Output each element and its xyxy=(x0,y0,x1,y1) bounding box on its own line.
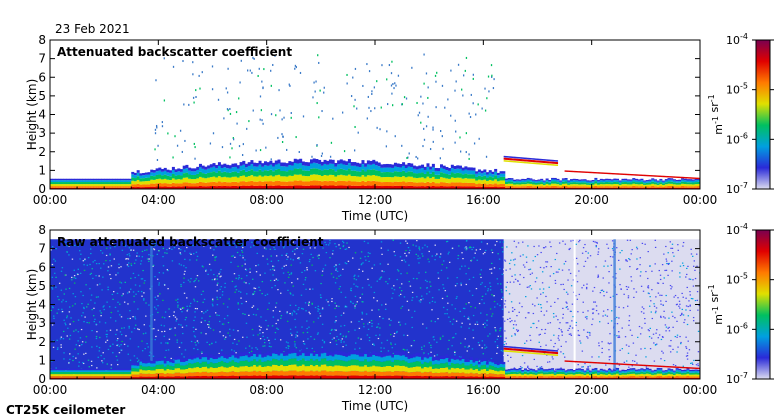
colorbar-tick-label: 10-5 xyxy=(726,272,748,287)
x-tick-label: 20:00 xyxy=(574,193,609,207)
panel-1: 00:00 04:00 08:00 12:00 16:00 20:00 00:0001234… xyxy=(25,32,774,223)
colorbar-unit-label: m-1 sr-1 xyxy=(707,284,725,324)
x-tick-label: 04:00 xyxy=(141,383,176,397)
y-tick-label: 8 xyxy=(38,33,46,47)
x-tick-label: 00:00 xyxy=(683,193,718,207)
x-axis-label: Time (UTC) xyxy=(341,399,408,413)
x-tick-label: 08:00 xyxy=(249,383,284,397)
panel-title: Attenuated backscatter coefficient xyxy=(57,45,292,59)
colorbar-tick-label: 10-5 xyxy=(726,82,748,97)
panel-2: 00:00 04:00 08:00 12:00 16:00 20:00 00:0001234… xyxy=(25,222,774,413)
y-axis-label: Height (km) xyxy=(25,79,39,150)
y-tick-label: 6 xyxy=(38,260,46,274)
date-label: 23 Feb 2021 xyxy=(55,22,130,36)
y-tick-label: 0 xyxy=(38,372,46,386)
x-axis-label: Time (UTC) xyxy=(341,209,408,223)
y-tick-label: 3 xyxy=(38,316,46,330)
colorbar-tick-label: 10-4 xyxy=(726,222,748,237)
x-tick-label: 12:00 xyxy=(358,193,393,207)
colorbar: 10-7 10-6 10-5 10-4 m-1 sr-1 xyxy=(707,222,774,386)
y-tick-label: 5 xyxy=(38,89,46,103)
x-tick-label: 04:00 xyxy=(141,193,176,207)
y-tick-label: 6 xyxy=(38,70,46,84)
y-tick-label: 1 xyxy=(38,163,46,177)
x-tick-label: 20:00 xyxy=(574,383,609,397)
y-tick-label: 2 xyxy=(38,335,46,349)
colorbar-tick-label: 10-6 xyxy=(726,321,748,336)
y-tick-label: 4 xyxy=(38,108,46,122)
colorbar-tick-label: 10-6 xyxy=(726,131,748,146)
x-tick-label: 16:00 xyxy=(466,193,501,207)
y-tick-label: 8 xyxy=(38,223,46,237)
y-tick-label: 7 xyxy=(38,52,46,66)
y-axis-label: Height (km) xyxy=(25,269,39,340)
y-tick-label: 1 xyxy=(38,353,46,367)
y-tick-label: 0 xyxy=(38,182,46,196)
y-tick-label: 7 xyxy=(38,242,46,256)
x-tick-label: 16:00 xyxy=(466,383,501,397)
colorbar: 10-7 10-6 10-5 10-4 m-1 sr-1 xyxy=(707,32,774,196)
heatmap-area xyxy=(50,239,700,379)
colorbar-tick-label: 10-4 xyxy=(726,32,748,47)
data-gap xyxy=(573,239,576,379)
instrument-label: CT25K ceilometer xyxy=(6,403,125,417)
x-tick-label: 08:00 xyxy=(249,193,284,207)
panel-title: Raw attenuated backscatter coefficient xyxy=(57,235,324,249)
x-tick-label: 00:00 xyxy=(33,193,68,207)
y-tick-label: 3 xyxy=(38,126,46,140)
y-tick-label: 5 xyxy=(38,279,46,293)
heatmap-area xyxy=(50,53,700,189)
colorbar-tick-label: 10-7 xyxy=(726,371,748,386)
y-tick-label: 4 xyxy=(38,298,46,312)
x-tick-label: 00:00 xyxy=(683,383,718,397)
colorbar-unit-label: m-1 sr-1 xyxy=(707,94,725,134)
y-tick-label: 2 xyxy=(38,145,46,159)
colorbar-tick-label: 10-7 xyxy=(726,181,748,196)
x-tick-label: 00:00 xyxy=(33,383,68,397)
x-tick-label: 12:00 xyxy=(358,383,393,397)
